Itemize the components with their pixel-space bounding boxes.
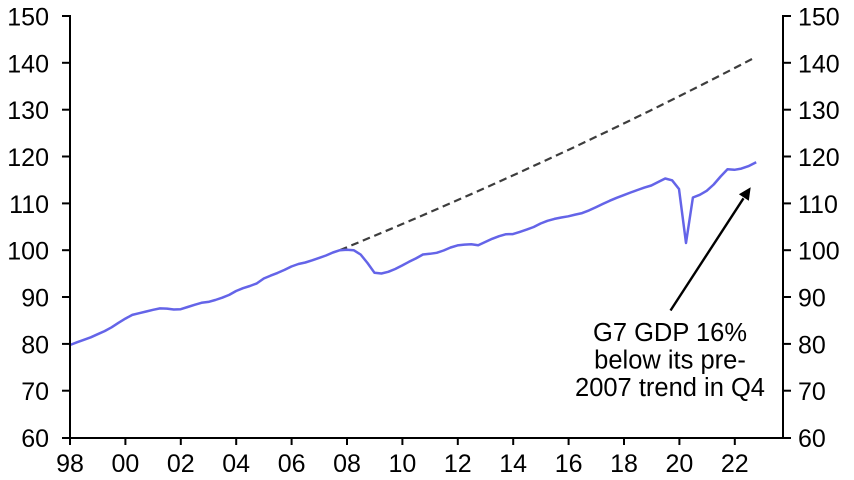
svg-text:110: 110 [9,191,49,219]
svg-text:70: 70 [798,378,826,406]
svg-text:10: 10 [388,450,416,478]
svg-text:140: 140 [798,50,840,78]
svg-text:00: 00 [111,450,139,478]
svg-text:22: 22 [721,450,749,478]
svg-text:110: 110 [798,191,838,219]
svg-text:90: 90 [21,285,49,313]
svg-text:90: 90 [798,285,826,313]
svg-text:20: 20 [665,450,693,478]
svg-text:16: 16 [555,450,583,478]
svg-text:130: 130 [7,97,49,125]
svg-text:80: 80 [798,331,826,359]
svg-text:150: 150 [7,4,49,32]
svg-text:14: 14 [499,450,527,478]
svg-text:04: 04 [222,450,250,478]
svg-text:140: 140 [7,50,49,78]
svg-text:80: 80 [21,331,49,359]
svg-text:60: 60 [798,425,826,453]
svg-text:below its pre-: below its pre- [594,347,746,375]
svg-text:98: 98 [56,450,84,478]
svg-text:18: 18 [610,450,638,478]
svg-text:60: 60 [21,425,49,453]
svg-text:G7 GDP 16%: G7 GDP 16% [593,319,747,347]
svg-text:120: 120 [7,144,49,172]
svg-text:2007 trend in Q4: 2007 trend in Q4 [575,374,765,402]
svg-text:150: 150 [798,4,840,32]
svg-text:100: 100 [798,238,840,266]
svg-text:100: 100 [7,238,49,266]
svg-text:08: 08 [333,450,361,478]
svg-text:06: 06 [278,450,306,478]
svg-text:12: 12 [444,450,472,478]
svg-text:120: 120 [798,144,840,172]
svg-text:70: 70 [21,378,49,406]
svg-text:02: 02 [167,450,195,478]
svg-text:130: 130 [798,97,840,125]
